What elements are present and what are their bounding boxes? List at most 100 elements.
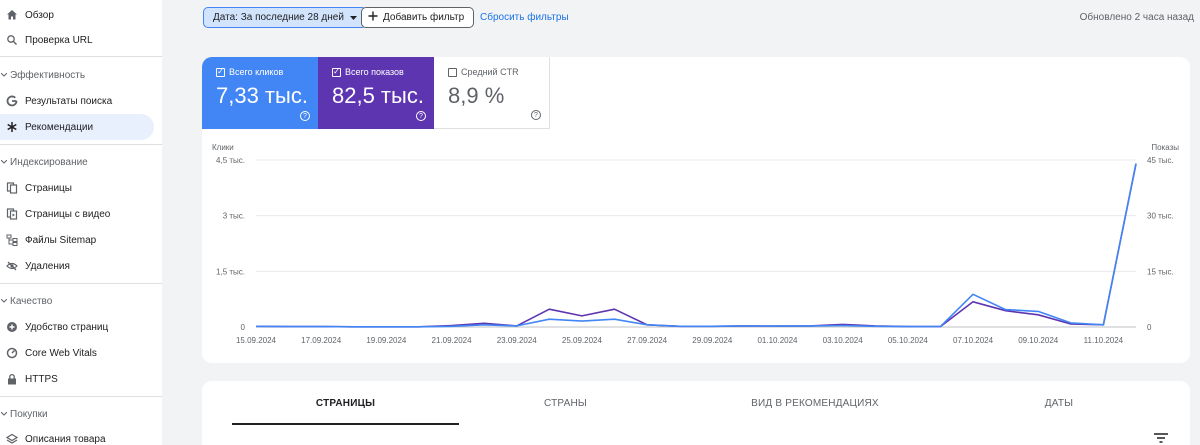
sidebar-item-label: Результаты поиска	[25, 95, 113, 107]
metric-label: Всего показов	[345, 67, 404, 77]
sidebar-item-label: Страницы	[25, 182, 72, 194]
sidebar-item-core-web-vitals[interactable]: Core Web Vitals	[0, 340, 154, 366]
metric-total-clicks[interactable]: ✓ Всего кликов 7,33 тыс. ?	[202, 57, 318, 129]
eye-off-icon	[4, 258, 20, 274]
help-icon[interactable]: ?	[531, 110, 541, 120]
chevron-down-icon	[0, 73, 8, 77]
sidebar-item-overview[interactable]: Обзор	[0, 2, 154, 28]
checkbox-unchecked-icon[interactable]	[448, 67, 457, 77]
sidebar-item-video-pages[interactable]: Страницы с видео	[0, 201, 154, 227]
x-tick-label: 07.10.2024	[953, 336, 994, 345]
sitemap-icon	[4, 232, 20, 248]
section-label: Эффективность	[10, 69, 86, 81]
metric-average-ctr[interactable]: Средний CTR 8,9 % ?	[434, 57, 550, 129]
plus-circle-icon	[4, 319, 20, 335]
series-line-clicks	[255, 163, 1137, 328]
chevron-down-icon	[0, 299, 8, 303]
left-axis-title: Клики	[212, 143, 234, 152]
x-tick-label: 21.09.2024	[432, 336, 473, 345]
search-icon	[4, 32, 20, 48]
metric-label: Всего кликов	[229, 67, 284, 77]
gauge-icon	[4, 345, 20, 361]
x-tick-label: 17.09.2024	[301, 336, 342, 345]
pages-icon	[4, 180, 20, 196]
tab-countries[interactable]: СТРАНЫ	[544, 397, 587, 409]
sidebar-item-label: Файлы Sitemap	[25, 234, 97, 246]
tab-search-appearance[interactable]: ВИД В РЕКОМЕНДАЦИЯХ	[751, 397, 879, 409]
sidebar: Обзор Проверка URL Эффективность Результ…	[0, 0, 162, 445]
y-tick-label-right: 45 тыс.	[1147, 156, 1174, 165]
chevron-down-icon	[0, 412, 8, 416]
filter-list-icon[interactable]	[1154, 433, 1168, 443]
sidebar-item-url-inspection[interactable]: Проверка URL	[0, 27, 154, 53]
x-tick-label: 29.09.2024	[692, 336, 733, 345]
last-updated-text: Обновлено 2 часа назад	[1079, 12, 1194, 23]
google-icon	[4, 93, 20, 109]
section-indexing[interactable]: Индексирование	[0, 153, 160, 171]
section-shopping[interactable]: Покупки	[0, 405, 160, 423]
sidebar-item-sitemaps[interactable]: Файлы Sitemap	[0, 227, 154, 253]
layers-icon	[4, 431, 20, 445]
sidebar-item-label: HTTPS	[25, 373, 58, 385]
help-icon[interactable]: ?	[416, 111, 426, 121]
sidebar-item-pages[interactable]: Страницы	[0, 175, 154, 201]
help-icon[interactable]: ?	[300, 111, 310, 121]
checkbox-checked-icon[interactable]: ✓	[216, 67, 225, 77]
sidebar-item-label: Удаления	[25, 260, 70, 272]
divider	[0, 144, 162, 145]
section-label: Качество	[10, 295, 53, 307]
add-filter-label: Добавить фильтр	[383, 12, 465, 23]
asterisk-icon	[4, 119, 20, 135]
sidebar-item-label: Core Web Vitals	[25, 347, 97, 359]
metric-label: Средний CTR	[461, 67, 519, 77]
tab-dates[interactable]: ДАТЫ	[1044, 397, 1074, 409]
date-filter-chip[interactable]: Дата: За последние 28 дней	[203, 7, 367, 28]
sidebar-item-label: Удобство страниц	[25, 321, 109, 333]
divider	[0, 283, 162, 284]
details-card: СТРАНИЦЫ СТРАНЫ ВИД В РЕКОМЕНДАЦИЯХ ДАТЫ	[202, 381, 1190, 445]
x-tick-label: 19.09.2024	[366, 336, 407, 345]
caret-down-icon	[349, 12, 357, 23]
x-tick-label: 05.10.2024	[888, 336, 929, 345]
sidebar-item-product-snippets[interactable]: Описания товара	[0, 426, 154, 445]
active-tab-indicator	[232, 423, 459, 425]
section-label: Покупки	[10, 408, 48, 420]
sidebar-item-search-results[interactable]: Результаты поиска	[0, 88, 154, 114]
tab-pages[interactable]: СТРАНИЦЫ	[315, 397, 376, 409]
right-axis-title: Показы	[1151, 143, 1179, 152]
sidebar-item-page-experience[interactable]: Удобство страниц	[0, 314, 154, 340]
sidebar-item-recommendations[interactable]: Рекомендации	[0, 114, 154, 140]
reset-filters-link[interactable]: Сбросить фильтры	[480, 12, 569, 23]
add-filter-button[interactable]: Добавить фильтр	[361, 7, 475, 28]
metric-value: 82,5 тыс.	[332, 83, 424, 108]
y-tick-label-left: 0	[241, 323, 246, 332]
x-tick-label: 23.09.2024	[497, 336, 538, 345]
video-pages-icon	[4, 206, 20, 222]
y-tick-label-left: 4,5 тыс.	[216, 156, 245, 165]
sidebar-item-label: Описания товара	[25, 433, 106, 445]
y-tick-label-left: 1,5 тыс.	[216, 267, 245, 276]
y-tick-label-right: 15 тыс.	[1147, 267, 1174, 276]
x-tick-label: 15.09.2024	[236, 336, 277, 345]
x-tick-label: 11.10.2024	[1084, 336, 1124, 345]
plus-icon	[368, 11, 378, 24]
x-tick-label: 01.10.2024	[757, 336, 798, 345]
x-tick-label: 27.09.2024	[627, 336, 668, 345]
sidebar-item-label: Страницы с видео	[25, 208, 111, 220]
chevron-down-icon	[0, 160, 8, 164]
y-tick-label-right: 30 тыс.	[1147, 212, 1174, 221]
y-tick-label-right: 0	[1147, 323, 1152, 332]
date-filter-label: Дата: За последние 28 дней	[213, 12, 344, 23]
metric-value: 8,9 %	[448, 83, 505, 108]
x-tick-label: 25.09.2024	[562, 336, 603, 345]
sidebar-item-https[interactable]: HTTPS	[0, 366, 154, 392]
sidebar-item-removals[interactable]: Удаления	[0, 253, 154, 279]
section-quality[interactable]: Качество	[0, 292, 160, 310]
home-icon	[4, 7, 20, 23]
metric-total-impressions[interactable]: ✓ Всего показов 82,5 тыс. ?	[318, 57, 434, 129]
section-performance[interactable]: Эффективность	[0, 66, 160, 84]
x-tick-label: 09.10.2024	[1018, 336, 1059, 345]
checkbox-checked-icon[interactable]: ✓	[332, 67, 341, 77]
metric-value: 7,33 тыс.	[216, 83, 308, 108]
series-line-impressions	[255, 163, 1137, 328]
